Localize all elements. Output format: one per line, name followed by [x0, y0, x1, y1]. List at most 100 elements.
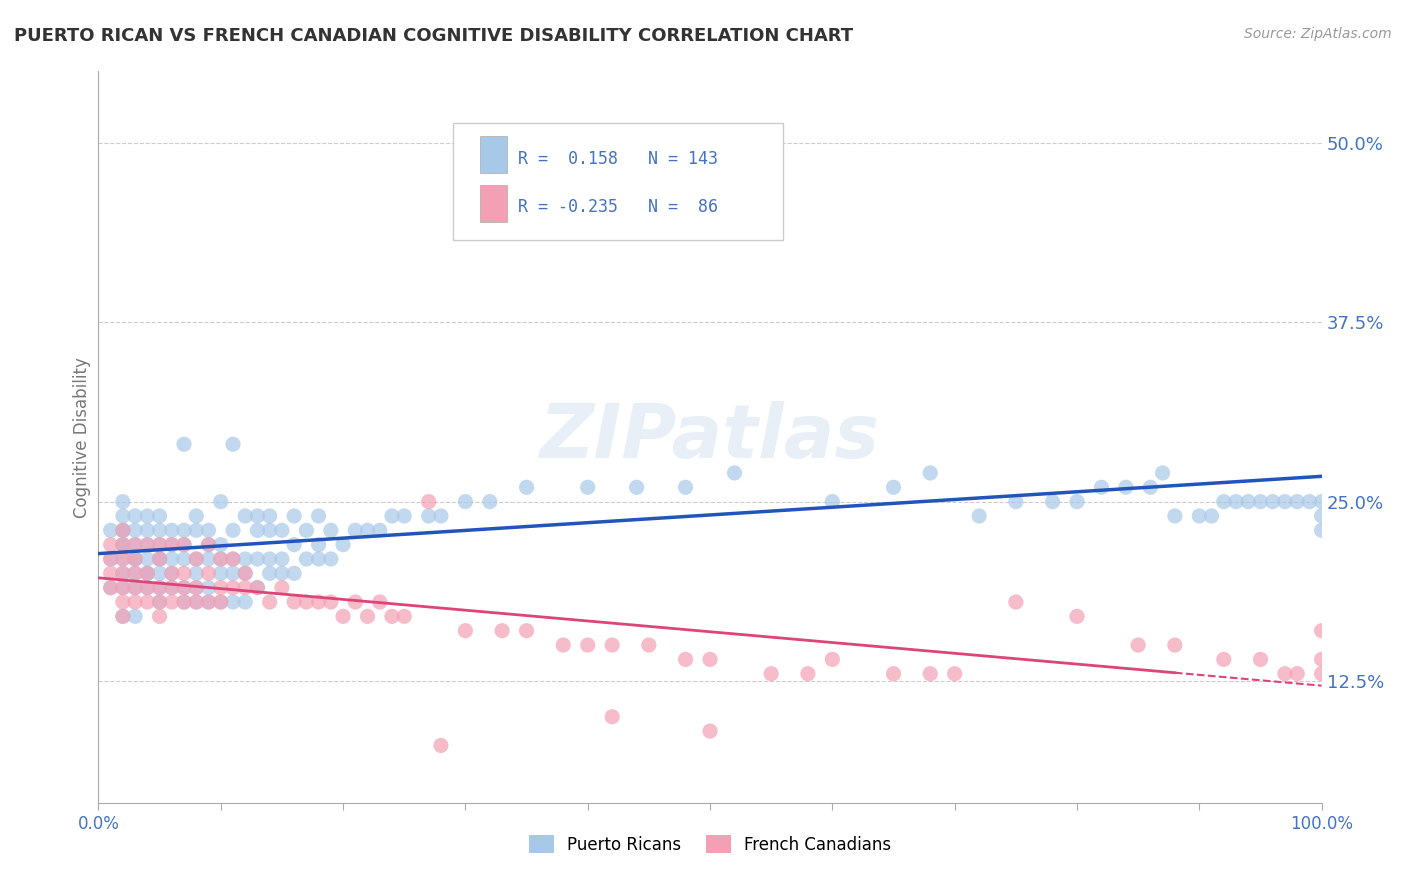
Point	[111, 508, 134, 523]
Point	[111, 524, 134, 538]
Point	[222, 581, 245, 595]
Point	[381, 609, 404, 624]
Point	[233, 508, 256, 523]
Point	[576, 638, 599, 652]
Point	[883, 480, 905, 494]
Point	[233, 566, 256, 581]
Point	[295, 552, 318, 566]
Point	[149, 581, 172, 595]
Point	[149, 595, 172, 609]
Point	[111, 581, 134, 595]
Point	[920, 466, 942, 480]
Point	[209, 552, 232, 566]
Point	[699, 724, 721, 739]
Point	[259, 566, 281, 581]
Point	[124, 524, 146, 538]
Point	[943, 666, 966, 681]
Point	[136, 538, 159, 552]
Point	[259, 595, 281, 609]
Point	[1201, 508, 1223, 523]
Point	[111, 595, 134, 609]
Point	[173, 595, 195, 609]
Point	[576, 480, 599, 494]
Point	[761, 666, 783, 681]
Point	[1310, 508, 1333, 523]
FancyBboxPatch shape	[453, 122, 783, 240]
Point	[149, 508, 172, 523]
Point	[197, 595, 219, 609]
Point	[381, 508, 404, 523]
Point	[259, 552, 281, 566]
Point	[283, 566, 305, 581]
Point	[626, 480, 648, 494]
Point	[136, 508, 159, 523]
Point	[136, 524, 159, 538]
Point	[246, 508, 269, 523]
Point	[186, 524, 208, 538]
Legend: Puerto Ricans, French Canadians: Puerto Ricans, French Canadians	[522, 829, 898, 860]
Point	[173, 581, 195, 595]
Point	[368, 595, 391, 609]
Point	[209, 595, 232, 609]
Point	[124, 581, 146, 595]
Point	[197, 552, 219, 566]
Point	[100, 524, 122, 538]
Point	[295, 524, 318, 538]
Point	[149, 552, 172, 566]
Point	[197, 538, 219, 552]
Point	[160, 566, 183, 581]
Point	[149, 609, 172, 624]
Y-axis label: Cognitive Disability: Cognitive Disability	[73, 357, 91, 517]
Point	[1164, 638, 1187, 652]
Point	[209, 494, 232, 508]
Point	[295, 595, 318, 609]
Point	[160, 566, 183, 581]
Point	[553, 638, 575, 652]
Point	[344, 595, 367, 609]
Point	[1042, 494, 1064, 508]
Point	[186, 552, 208, 566]
Point	[1212, 494, 1234, 508]
Point	[319, 595, 342, 609]
Point	[356, 609, 378, 624]
Point	[136, 538, 159, 552]
Point	[1274, 494, 1296, 508]
Text: R = -0.235   N =  86: R = -0.235 N = 86	[517, 198, 718, 216]
Point	[1261, 494, 1284, 508]
Point	[1004, 595, 1026, 609]
Point	[1310, 652, 1333, 666]
Point	[124, 538, 146, 552]
Point	[197, 524, 219, 538]
Point	[209, 538, 232, 552]
Point	[1310, 524, 1333, 538]
Point	[136, 566, 159, 581]
Point	[515, 480, 537, 494]
Point	[1310, 666, 1333, 681]
Point	[160, 538, 183, 552]
Point	[478, 494, 501, 508]
Point	[149, 538, 172, 552]
Point	[149, 552, 172, 566]
Point	[1188, 508, 1211, 523]
Point	[967, 508, 990, 523]
Point	[319, 524, 342, 538]
Point	[308, 538, 330, 552]
Point	[723, 466, 745, 480]
Point	[136, 581, 159, 595]
Point	[233, 552, 256, 566]
Point	[259, 508, 281, 523]
Point	[124, 566, 146, 581]
Point	[173, 538, 195, 552]
Point	[160, 581, 183, 595]
Point	[149, 581, 172, 595]
Point	[111, 552, 134, 566]
Point	[246, 581, 269, 595]
Point	[209, 581, 232, 595]
Point	[111, 538, 134, 552]
Text: PUERTO RICAN VS FRENCH CANADIAN COGNITIVE DISABILITY CORRELATION CHART: PUERTO RICAN VS FRENCH CANADIAN COGNITIV…	[14, 27, 853, 45]
Point	[1274, 666, 1296, 681]
Point	[124, 581, 146, 595]
Point	[100, 581, 122, 595]
Point	[173, 581, 195, 595]
Point	[1286, 666, 1309, 681]
